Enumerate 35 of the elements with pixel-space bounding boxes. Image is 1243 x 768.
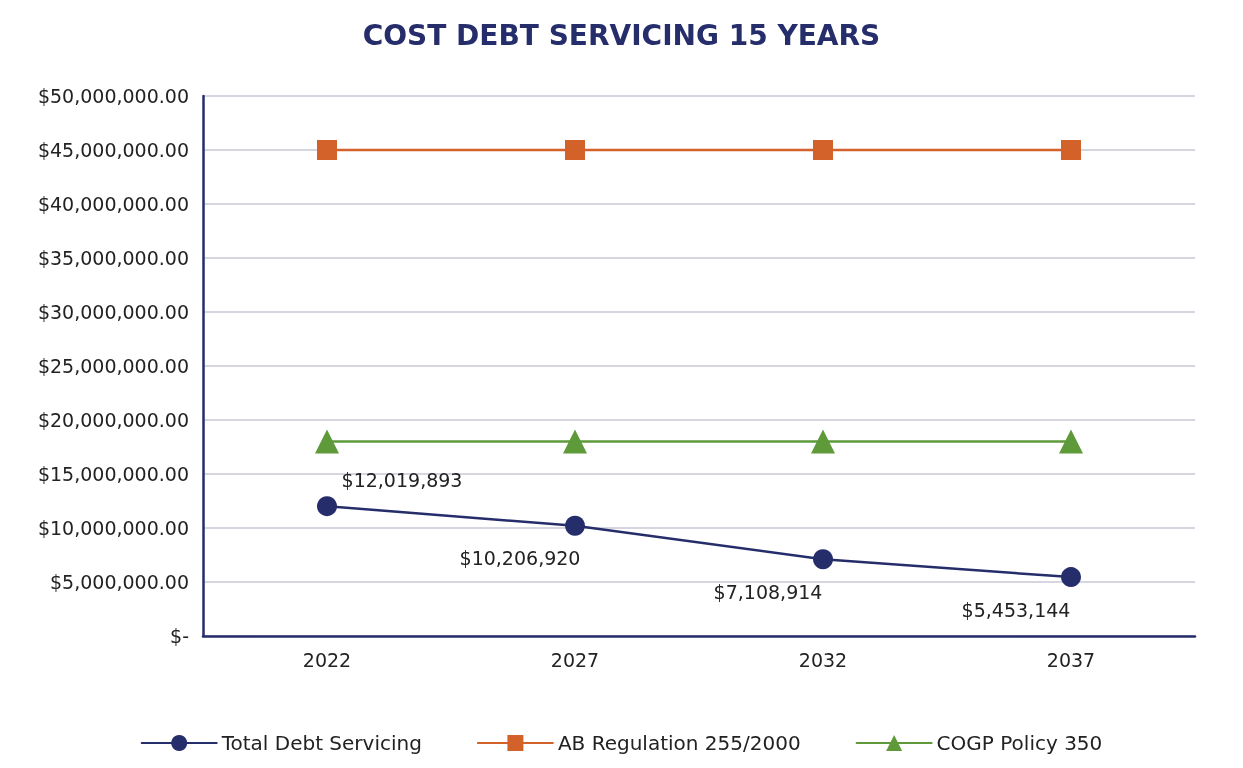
y-tick-label: $35,000,000.00: [37, 247, 189, 269]
data-label: $12,019,893: [341, 468, 463, 491]
point: [813, 140, 833, 160]
y-tick-label: $25,000,000.00: [37, 355, 189, 377]
point: [811, 429, 835, 454]
point: [565, 140, 585, 160]
data-label: $10,206,920: [459, 547, 581, 570]
point: [317, 496, 337, 517]
x-tick-label: 2022: [302, 648, 352, 671]
y-tick-label: $40,000,000.00: [37, 193, 189, 215]
point: [813, 549, 833, 570]
point: [565, 515, 585, 536]
point: [563, 429, 587, 454]
y-tick-label: $45,000,000.00: [37, 139, 189, 161]
data-label: $7,108,914: [713, 580, 823, 603]
chart-title: COST DEBT SERVICING 15 YEARS: [362, 18, 881, 52]
y-tick-label: $20,000,000.00: [37, 409, 189, 431]
legend-label: AB Regulation 255/2000: [557, 731, 801, 755]
point: [317, 140, 337, 160]
y-tick-label: $10,000,000.00: [37, 517, 189, 539]
y-tick-label: $50,000,000.00: [37, 85, 189, 107]
y-tick-label: $30,000,000.00: [37, 301, 189, 323]
x-tick-label: 2037: [1046, 648, 1096, 671]
data-label: $5,453,144: [961, 598, 1071, 621]
point: [315, 429, 339, 454]
point: [1061, 140, 1081, 160]
legend-label: COGP Policy 350: [936, 731, 1103, 755]
point: [1059, 429, 1083, 454]
y-tick-label: $15,000,000.00: [37, 463, 189, 485]
point: [1061, 567, 1081, 588]
y-tick-label: $5,000,000.00: [49, 571, 189, 593]
y-tick-label: $-: [170, 625, 189, 647]
x-tick-label: 2027: [550, 648, 600, 671]
legend-label: Total Debt Servicing: [220, 731, 422, 755]
x-tick-label: 2032: [798, 648, 848, 671]
